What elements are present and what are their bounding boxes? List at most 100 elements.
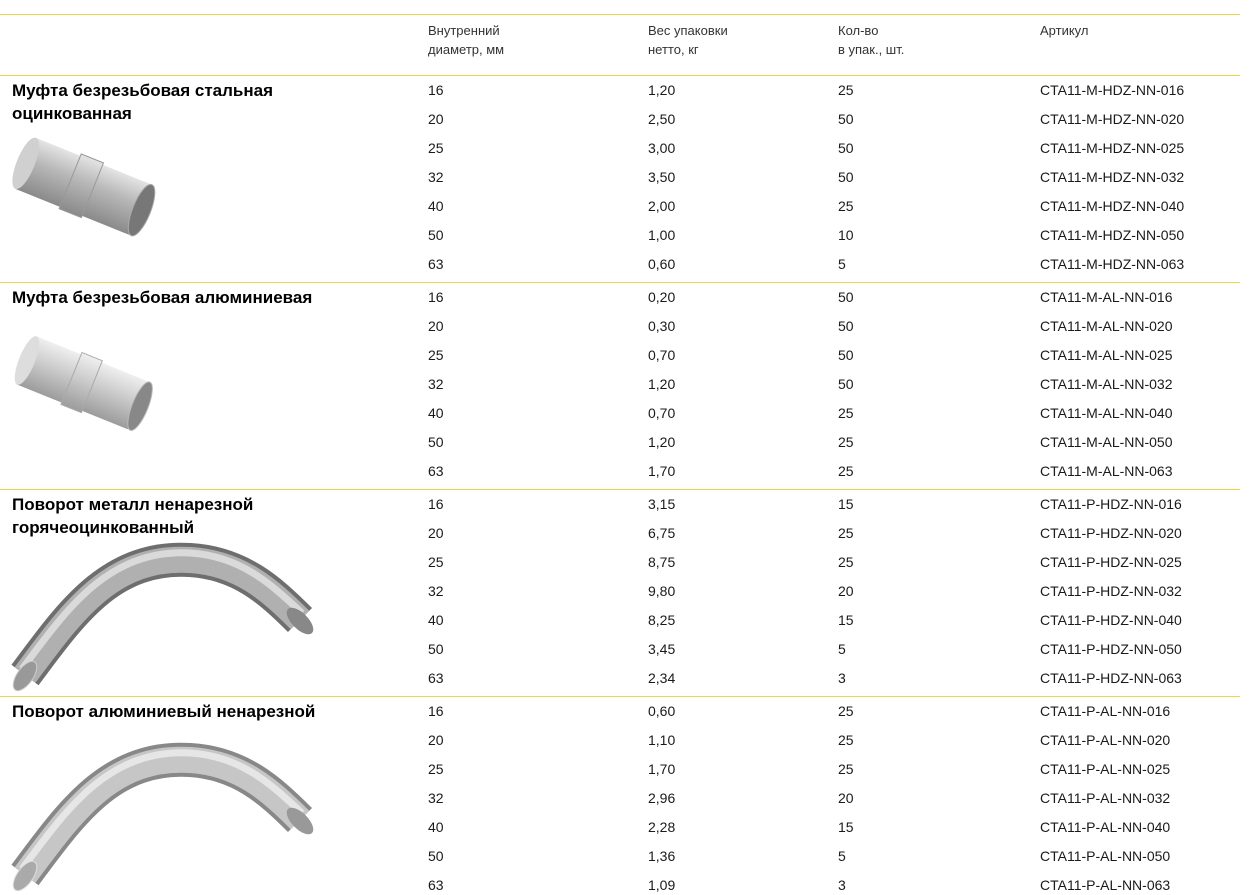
table-cell: 50	[838, 376, 854, 392]
table-cell: 1,70	[648, 463, 676, 479]
table-cell: 32	[428, 583, 444, 599]
table-cell: 5	[838, 256, 846, 272]
column-header: Вес упаковки	[648, 23, 728, 38]
table-cell: CTA11-M-HDZ-NN-050	[1040, 227, 1185, 243]
table-cell: 2,34	[648, 670, 676, 686]
table-cell: 25	[428, 140, 444, 156]
table-cell: 3	[838, 670, 846, 686]
table-cell: 50	[838, 318, 854, 334]
table-cell: 10	[838, 227, 854, 243]
table-cell: 20	[428, 318, 444, 334]
table-cell: 25	[838, 463, 854, 479]
table-cell: 0,20	[648, 289, 676, 305]
table-cell: 25	[838, 405, 854, 421]
table-cell: 9,80	[648, 583, 676, 599]
table-cell: CTA11-M-HDZ-NN-016	[1040, 82, 1185, 98]
table-cell: 8,25	[648, 612, 676, 628]
steel-bend-image	[11, 542, 314, 692]
table-cell: 1,20	[648, 82, 676, 98]
table-cell: 40	[428, 612, 444, 628]
table-cell: CTA11-P-HDZ-NN-050	[1040, 641, 1182, 657]
separator-line	[0, 14, 1240, 15]
table-cell: 1,10	[648, 732, 676, 748]
table-cell: CTA11-P-AL-NN-063	[1040, 877, 1171, 893]
table-cell: CTA11-P-HDZ-NN-040	[1040, 612, 1182, 628]
separator-line	[0, 696, 1240, 697]
table-cell: 32	[428, 169, 444, 185]
table-cell: 1,09	[648, 877, 676, 893]
table-cell: CTA11-M-AL-NN-025	[1040, 347, 1173, 363]
separator-line	[0, 75, 1240, 76]
table-cell: 40	[428, 819, 444, 835]
column-header: Артикул	[1040, 23, 1089, 38]
table-cell: 16	[428, 289, 444, 305]
aluminium-coupling-image	[14, 336, 153, 431]
table-cell: 1,20	[648, 434, 676, 450]
table-cell: 0,70	[648, 405, 676, 421]
steel-coupling-image	[12, 137, 156, 237]
table-cell: 3,45	[648, 641, 676, 657]
table-cell: 3,15	[648, 496, 676, 512]
table-cell: 20	[428, 732, 444, 748]
table-cell: 50	[838, 169, 854, 185]
table-cell: 50	[838, 289, 854, 305]
table-cell: 20	[838, 790, 854, 806]
table-cell: 25	[838, 525, 854, 541]
table-cell: 25	[428, 554, 444, 570]
group-title: Муфта безрезьбовая алюминиевая	[12, 288, 313, 307]
table-cell: CTA11-P-HDZ-NN-063	[1040, 670, 1182, 686]
group-title: оцинкованная	[12, 104, 132, 123]
table-cell: CTA11-M-HDZ-NN-063	[1040, 256, 1185, 272]
table-cell: CTA11-M-HDZ-NN-025	[1040, 140, 1185, 156]
table-cell: 0,30	[648, 318, 676, 334]
table-cell: 20	[838, 583, 854, 599]
table-cell: CTA11-P-HDZ-NN-025	[1040, 554, 1182, 570]
table-cell: 3	[838, 877, 846, 893]
separator-line	[0, 282, 1240, 283]
table-cell: 16	[428, 496, 444, 512]
table-cell: 25	[838, 198, 854, 214]
table-cell: CTA11-P-AL-NN-020	[1040, 732, 1171, 748]
table-cell: CTA11-P-AL-NN-025	[1040, 761, 1171, 777]
table-cell: 25	[838, 761, 854, 777]
table-cell: 63	[428, 877, 444, 893]
column-header: диаметр, мм	[428, 42, 505, 57]
table-cell: CTA11-M-HDZ-NN-020	[1040, 111, 1185, 127]
separator-line	[0, 489, 1240, 490]
table-cell: 63	[428, 463, 444, 479]
table-cell: 25	[838, 554, 854, 570]
table-cell: 50	[838, 111, 854, 127]
table-cell: 25	[838, 434, 854, 450]
table-cell: 50	[428, 434, 444, 450]
table-cell: CTA11-M-AL-NN-050	[1040, 434, 1173, 450]
table-cell: CTA11-P-AL-NN-016	[1040, 703, 1171, 719]
table-cell: CTA11-M-AL-NN-032	[1040, 376, 1173, 392]
table-cell: 15	[838, 496, 854, 512]
table-cell: 2,96	[648, 790, 676, 806]
table-cell: 3,00	[648, 140, 676, 156]
table-cell: 5	[838, 848, 846, 864]
table-cell: CTA11-M-AL-NN-016	[1040, 289, 1173, 305]
table-cell: 8,75	[648, 554, 676, 570]
column-header: в упак., шт.	[838, 42, 905, 57]
table-cell: CTA11-M-AL-NN-063	[1040, 463, 1173, 479]
table-cell: 16	[428, 703, 444, 719]
table-cell: CTA11-P-HDZ-NN-032	[1040, 583, 1182, 599]
table-cell: 20	[428, 525, 444, 541]
column-header: нетто, кг	[648, 42, 699, 57]
table-cell: 0,60	[648, 703, 676, 719]
table-cell: 16	[428, 82, 444, 98]
table-cell: CTA11-P-HDZ-NN-016	[1040, 496, 1182, 512]
table-cell: 5	[838, 641, 846, 657]
table-cell: CTA11-M-HDZ-NN-032	[1040, 169, 1185, 185]
table-cell: 20	[428, 111, 444, 127]
group-title: Муфта безрезьбовая стальная	[12, 81, 274, 100]
table-cell: 15	[838, 612, 854, 628]
table-cell: 40	[428, 405, 444, 421]
table-cell: 50	[838, 347, 854, 363]
table-cell: 25	[838, 732, 854, 748]
table-cell: CTA11-P-AL-NN-032	[1040, 790, 1171, 806]
group-title: горячеоцинкованный	[12, 518, 195, 537]
table-cell: 25	[838, 703, 854, 719]
group-title: Поворот металл ненарезной	[12, 495, 254, 514]
